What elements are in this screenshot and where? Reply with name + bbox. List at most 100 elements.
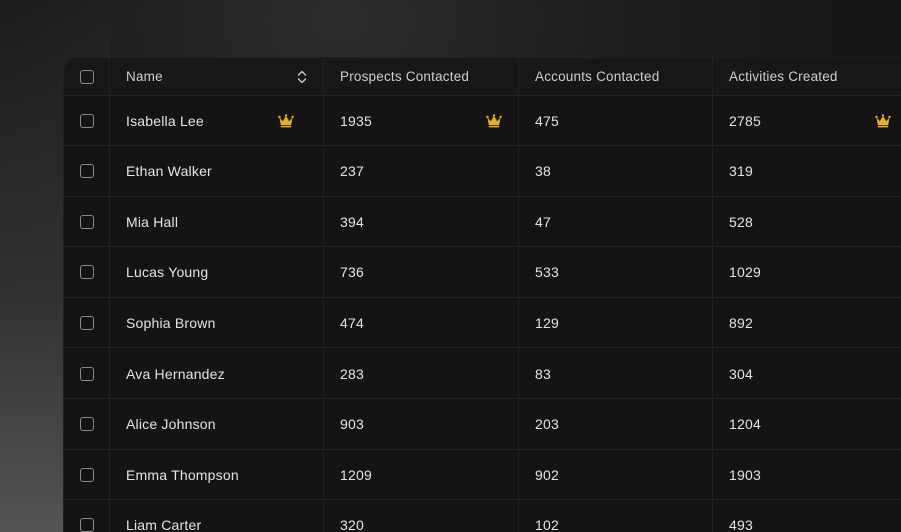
- name-text: Ethan Walker: [126, 163, 212, 180]
- prospects-cell: 320: [324, 500, 519, 532]
- row-select-cell: [64, 450, 110, 500]
- row-checkbox[interactable]: [79, 265, 94, 280]
- prospects-cell: 903: [324, 399, 519, 449]
- prospects-cell: 736: [324, 247, 519, 297]
- name-text: Alice Johnson: [126, 416, 216, 433]
- activities-value: 892: [729, 314, 753, 331]
- activities-cell: 892: [713, 298, 901, 347]
- name-cell: Ethan Walker: [110, 146, 324, 196]
- table-row[interactable]: Alice Johnson 903 203 1204: [64, 399, 901, 450]
- prospects-cell: 474: [324, 298, 519, 348]
- column-header-accounts[interactable]: Accounts Contacted: [519, 58, 713, 95]
- activities-cell: 319: [713, 147, 901, 196]
- accounts-value: 533: [535, 264, 559, 281]
- prospects-value: 283: [340, 365, 364, 382]
- accounts-cell: 83: [519, 349, 713, 398]
- name-text: Emma Thompson: [126, 466, 239, 483]
- select-all-cell: [64, 58, 110, 95]
- row-select-cell: [64, 247, 110, 297]
- column-header-activities[interactable]: Activities Created: [713, 58, 901, 95]
- table-row[interactable]: Mia Hall 394 47 528: [64, 197, 901, 248]
- activities-value: 319: [729, 163, 753, 180]
- leaderboard-table: Name Prospects Contacted Accounts Contac…: [64, 58, 901, 532]
- accounts-cell: 38: [519, 146, 713, 196]
- activities-cell: 304: [713, 349, 901, 398]
- row-checkbox[interactable]: [79, 113, 94, 128]
- column-header-label: Accounts Contacted: [535, 69, 660, 84]
- activities-value: 493: [729, 517, 753, 532]
- row-checkbox[interactable]: [79, 164, 94, 179]
- row-select-cell: [64, 197, 110, 247]
- crown-icon: [278, 113, 294, 127]
- prospects-cell: 237: [324, 146, 519, 196]
- accounts-value: 129: [535, 314, 559, 331]
- accounts-value: 102: [535, 517, 559, 532]
- prospects-value: 474: [340, 314, 364, 331]
- activities-cell: 528: [713, 197, 901, 246]
- row-checkbox[interactable]: [79, 315, 94, 330]
- column-header-name[interactable]: Name: [110, 58, 324, 95]
- name-cell: Liam Carter: [110, 500, 324, 532]
- accounts-value: 475: [535, 112, 559, 129]
- accounts-cell: 203: [519, 399, 713, 449]
- prospects-value: 320: [340, 517, 364, 532]
- column-header-prospects[interactable]: Prospects Contacted: [324, 58, 519, 95]
- chevron-up-down-icon[interactable]: [297, 70, 307, 84]
- prospects-value: 736: [340, 264, 364, 281]
- select-all-checkbox[interactable]: [79, 69, 94, 84]
- name-text: Liam Carter: [126, 517, 202, 532]
- row-checkbox[interactable]: [79, 366, 94, 381]
- activities-cell: 1903: [713, 450, 901, 499]
- activities-value: 1029: [729, 264, 761, 281]
- name-cell: Lucas Young: [110, 247, 324, 297]
- crown-icon: [486, 113, 502, 127]
- table-row[interactable]: Lucas Young 736 533 1029: [64, 247, 901, 298]
- prospects-value: 394: [340, 213, 364, 230]
- accounts-value: 47: [535, 213, 551, 230]
- row-checkbox[interactable]: [79, 518, 94, 532]
- row-checkbox[interactable]: [79, 214, 94, 229]
- name-cell: Emma Thompson: [110, 450, 324, 500]
- activities-value: 304: [729, 365, 753, 382]
- row-checkbox[interactable]: [79, 417, 94, 432]
- row-select-cell: [64, 399, 110, 449]
- row-select-cell: [64, 298, 110, 348]
- activities-cell: 2785: [713, 96, 901, 145]
- prospects-value: 1935: [340, 112, 372, 129]
- table-row[interactable]: Ethan Walker 237 38 319: [64, 146, 901, 197]
- accounts-value: 203: [535, 416, 559, 433]
- name-cell: Ava Hernandez: [110, 349, 324, 398]
- accounts-cell: 475: [519, 96, 713, 145]
- table-header-row: Name Prospects Contacted Accounts Contac…: [64, 58, 901, 96]
- prospects-cell: 1935: [324, 96, 519, 145]
- name-cell: Mia Hall: [110, 197, 324, 247]
- prospects-cell: 394: [324, 197, 519, 247]
- activities-value: 1903: [729, 466, 761, 483]
- accounts-cell: 129: [519, 298, 713, 348]
- table-row[interactable]: Emma Thompson 1209 902 1903: [64, 450, 901, 501]
- activities-value: 1204: [729, 416, 761, 433]
- prospects-value: 237: [340, 163, 364, 180]
- table-row[interactable]: Isabella Lee 1935 475 2785: [64, 96, 901, 146]
- table-row[interactable]: Sophia Brown 474 129 892: [64, 298, 901, 349]
- accounts-value: 83: [535, 365, 551, 382]
- row-select-cell: [64, 500, 110, 532]
- activities-value: 2785: [729, 112, 761, 129]
- table-row[interactable]: Liam Carter 320 102 493: [64, 500, 901, 532]
- column-header-label: Name: [126, 69, 163, 84]
- activities-cell: 493: [713, 501, 901, 532]
- prospects-cell: 1209: [324, 450, 519, 500]
- row-select-cell: [64, 96, 110, 145]
- accounts-cell: 47: [519, 197, 713, 247]
- name-text: Mia Hall: [126, 213, 179, 230]
- table-row[interactable]: Ava Hernandez 283 83 304: [64, 349, 901, 399]
- name-cell: Isabella Lee: [110, 96, 324, 145]
- row-checkbox[interactable]: [79, 467, 94, 482]
- prospects-value: 903: [340, 416, 364, 433]
- accounts-cell: 533: [519, 247, 713, 297]
- activities-cell: 1029: [713, 248, 901, 297]
- column-header-label: Prospects Contacted: [340, 69, 470, 84]
- accounts-value: 38: [535, 163, 551, 180]
- name-text: Sophia Brown: [126, 314, 216, 331]
- name-text: Isabella Lee: [126, 112, 204, 129]
